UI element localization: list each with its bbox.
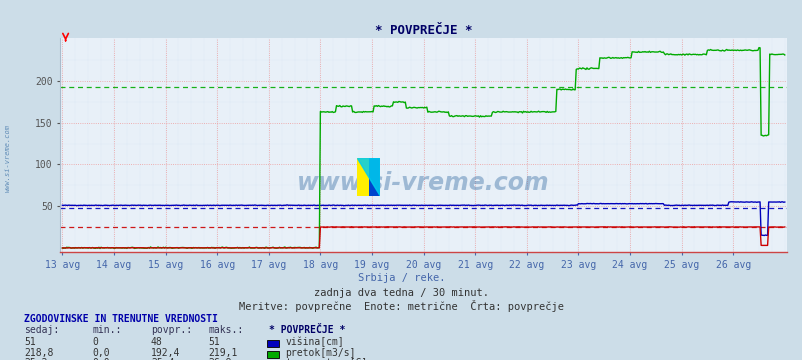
Text: 0,0: 0,0	[92, 348, 110, 358]
Text: pretok[m3/s]: pretok[m3/s]	[285, 348, 355, 358]
Text: 219,1: 219,1	[209, 348, 238, 358]
Text: zadnja dva tedna / 30 minut.: zadnja dva tedna / 30 minut.	[314, 288, 488, 298]
Text: višina[cm]: višina[cm]	[285, 337, 343, 347]
Text: 25,2: 25,2	[24, 359, 47, 360]
Text: 0: 0	[92, 337, 98, 347]
Text: 0,0: 0,0	[92, 359, 110, 360]
Text: 51: 51	[24, 337, 36, 347]
Text: 26,9: 26,9	[209, 359, 232, 360]
Text: www.si-vreme.com: www.si-vreme.com	[5, 125, 11, 192]
Text: * POVPREČJE *: * POVPREČJE *	[269, 325, 345, 335]
Text: povpr.:: povpr.:	[151, 325, 192, 335]
Text: Srbija / reke.: Srbija / reke.	[358, 273, 444, 283]
Text: 48: 48	[151, 337, 163, 347]
Text: 51: 51	[209, 337, 221, 347]
Text: 25,4: 25,4	[151, 359, 174, 360]
Text: 192,4: 192,4	[151, 348, 180, 358]
Text: maks.:: maks.:	[209, 325, 244, 335]
Text: temperatura[C]: temperatura[C]	[285, 359, 367, 360]
Bar	[357, 158, 368, 196]
Text: 218,8: 218,8	[24, 348, 54, 358]
Text: sedaj:: sedaj:	[24, 325, 59, 335]
Text: Meritve: povprečne  Enote: metrične  Črta: povprečje: Meritve: povprečne Enote: metrične Črta:…	[239, 300, 563, 312]
Bar	[368, 158, 379, 196]
Polygon shape	[357, 158, 379, 196]
Text: ZGODOVINSKE IN TRENUTNE VREDNOSTI: ZGODOVINSKE IN TRENUTNE VREDNOSTI	[24, 314, 217, 324]
Text: min.:: min.:	[92, 325, 122, 335]
Text: www.si-vreme.com: www.si-vreme.com	[297, 171, 549, 195]
Title: * POVPREČJE *: * POVPREČJE *	[375, 24, 472, 37]
